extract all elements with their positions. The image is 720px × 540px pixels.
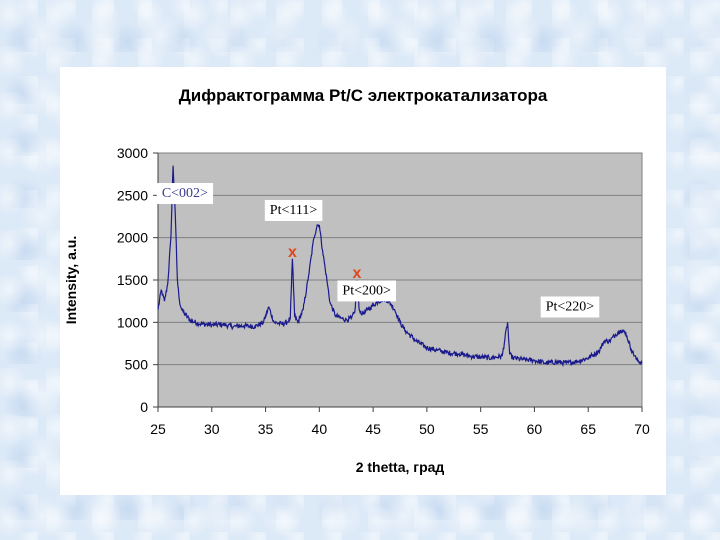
peak-annotation-label: Pt<111> bbox=[270, 203, 318, 218]
impurity-marker: x bbox=[353, 265, 362, 282]
x-tick-label: 40 bbox=[312, 421, 328, 437]
impurity-marker: x bbox=[288, 244, 297, 261]
x-tick-label: 65 bbox=[580, 421, 596, 437]
x-tick-label: 35 bbox=[258, 421, 274, 437]
y-tick-label: 500 bbox=[125, 357, 149, 373]
peak-annotation-label: Pt<220> bbox=[546, 299, 595, 314]
y-tick-label: 1000 bbox=[117, 314, 148, 330]
y-tick-label: 2500 bbox=[117, 187, 148, 203]
y-axis-label-group: Intensity, a.u. bbox=[63, 236, 79, 324]
peak-annotation-box bbox=[264, 199, 323, 221]
peak-annotation-box bbox=[156, 183, 214, 205]
y-axis-label: Intensity, a.u. bbox=[63, 236, 79, 324]
peak-annotation-box bbox=[337, 280, 396, 302]
y-tick-label: 0 bbox=[140, 399, 148, 415]
y-tick-label: 1500 bbox=[117, 272, 148, 288]
x-tick-label: 50 bbox=[419, 421, 435, 437]
y-tick-label: 2000 bbox=[117, 230, 148, 246]
chart: Дифрактограмма Pt/C электрокатализатора … bbox=[63, 86, 650, 475]
peak-annotation: Pt<220> bbox=[540, 296, 600, 318]
peak-annotation-box bbox=[540, 296, 600, 318]
y-tick-label: 3000 bbox=[117, 145, 148, 161]
series-line bbox=[157, 165, 643, 368]
peak-annotation-label: Pt<200> bbox=[342, 283, 391, 298]
peak-annotation: C<002> bbox=[156, 183, 214, 205]
peak-annotation: Pt<111> bbox=[264, 199, 323, 221]
y-axis-ticks: 0 500 1000 1500 2000 2500 3000 bbox=[117, 145, 158, 415]
x-tick-label: 45 bbox=[365, 421, 381, 437]
x-tick-label: 55 bbox=[473, 421, 489, 437]
peak-annotation-label: C<002> bbox=[162, 186, 208, 201]
series bbox=[157, 165, 643, 368]
chart-panel: Дифрактограмма Pt/C электрокатализатора … bbox=[60, 67, 666, 495]
x-axis-label: 2 thetta, град bbox=[356, 459, 445, 475]
chart-title: Дифрактограмма Pt/C электрокатализатора bbox=[179, 86, 548, 105]
x-tick-label: 70 bbox=[634, 421, 650, 437]
peak-annotation: Pt<200> bbox=[337, 280, 396, 302]
x-tick-label: 60 bbox=[527, 421, 543, 437]
annotations: C<002> Pt<111> Pt<200> Pt<220> x x bbox=[156, 183, 600, 318]
x-tick-label: 30 bbox=[204, 421, 220, 437]
x-tick-label: 25 bbox=[150, 421, 166, 437]
